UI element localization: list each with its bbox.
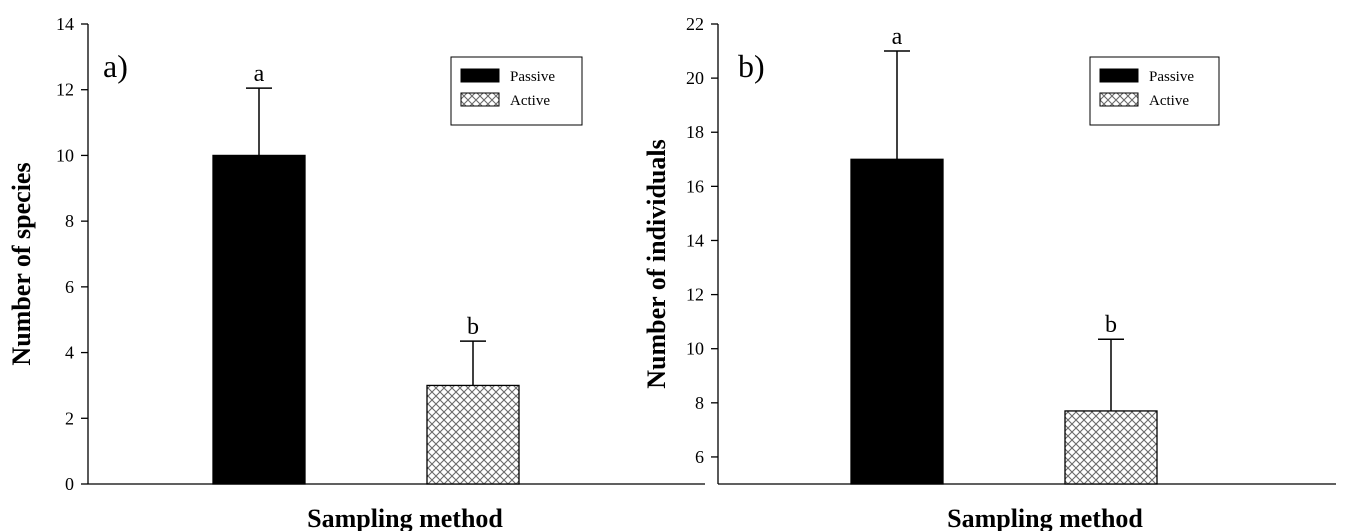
bar-active: [426, 384, 520, 485]
y-axis-title: Number of individuals: [642, 139, 671, 388]
legend-swatch-passive: [1099, 68, 1139, 83]
y-tick-label: 4: [65, 343, 74, 363]
significance-letter: a: [254, 61, 265, 87]
legend: Passive Active: [450, 56, 583, 126]
y-tick-label: 6: [695, 447, 704, 467]
legend-box: [1089, 56, 1220, 126]
significance-letter: b: [467, 314, 479, 340]
bar-passive: [850, 158, 944, 485]
y-tick-label: 16: [686, 176, 704, 196]
y-tick-label: 8: [695, 393, 704, 413]
y-tick-label: 6: [65, 277, 74, 297]
y-tick-label: 12: [56, 80, 74, 100]
legend-swatch-active: [460, 92, 500, 107]
legend-label: Active: [1149, 93, 1189, 109]
chart-panel-b: 6 8 10 12 14 16 18 20 22 a b b) Sampling method Numbe…: [642, 14, 1336, 531]
panel-label: b): [738, 48, 765, 84]
y-tick-label: 18: [686, 122, 704, 142]
chart-panel-a: 0 2 4 6 8 10 12 14 a b a) Sampling method Number of …: [7, 14, 705, 531]
legend: Passive Active: [1089, 56, 1220, 126]
bar-active: [1064, 410, 1158, 485]
significance-letter: b: [1105, 312, 1117, 338]
y-tick-label: 10: [56, 145, 74, 165]
y-tick-label: 2: [65, 408, 74, 428]
panel-label: a): [103, 48, 128, 84]
y-tick-label: 8: [65, 211, 74, 231]
x-axis-title: Sampling method: [307, 504, 503, 531]
y-tick-label: 22: [686, 14, 704, 34]
y-tick-label: 0: [65, 474, 74, 494]
legend-label: Passive: [510, 69, 555, 85]
legend-box: [450, 56, 583, 126]
y-tick-label: 14: [56, 14, 74, 34]
legend-label: Active: [510, 93, 550, 109]
bar-passive: [212, 154, 306, 485]
y-tick-label: 10: [686, 339, 704, 359]
significance-letter: a: [892, 24, 903, 50]
y-tick-label: 14: [686, 230, 704, 250]
legend-swatch-passive: [460, 68, 500, 83]
x-axis-title: Sampling method: [947, 504, 1143, 531]
legend-label: Passive: [1149, 69, 1194, 85]
legend-swatch-active: [1099, 92, 1139, 107]
y-tick-label: 20: [686, 68, 704, 88]
y-tick-label: 12: [686, 285, 704, 305]
y-axis-title: Number of species: [7, 162, 36, 365]
